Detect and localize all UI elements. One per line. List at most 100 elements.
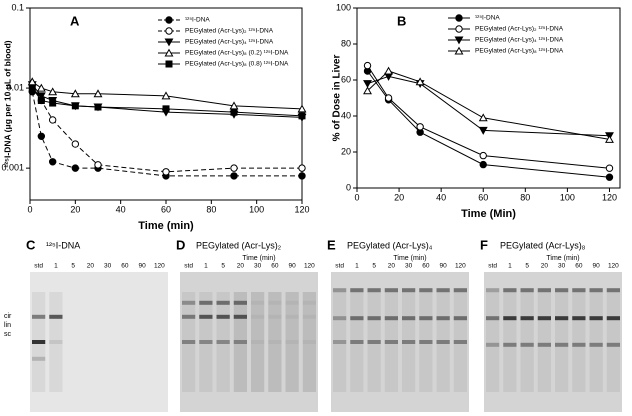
lane-label: 30 [558, 263, 566, 270]
gel-band [436, 288, 450, 293]
gel-band [333, 340, 347, 344]
gel-band [572, 342, 586, 347]
lane-label: 30 [104, 263, 112, 270]
lane-label: 5 [372, 263, 376, 270]
series-line [367, 70, 610, 178]
lane-label: 60 [422, 263, 430, 270]
legend-label: PEGylated (Acr-Lys)₈ ¹²⁵I-DNA [475, 48, 564, 55]
gel-band [384, 316, 398, 321]
series-line [31, 91, 302, 177]
gel-band [537, 342, 551, 347]
lane-label: 90 [593, 263, 601, 270]
gel-band [606, 316, 620, 321]
gel-band [419, 340, 433, 344]
marker [48, 116, 57, 124]
gel-band [589, 288, 603, 293]
marker [384, 66, 394, 75]
gel-smear [555, 292, 569, 392]
gel-band [436, 340, 450, 344]
gel-band [436, 316, 450, 321]
gel-band [216, 314, 230, 319]
legend-marker [165, 60, 173, 68]
gel-band [182, 300, 196, 305]
legend-marker [165, 16, 173, 24]
lane-label: std [184, 263, 193, 270]
legend-marker [165, 27, 173, 35]
gel-band [32, 314, 46, 319]
lane-label: 30 [405, 263, 413, 270]
time-label: Time (min) [546, 255, 579, 262]
lane-label: 90 [289, 263, 297, 270]
x-tick-label: 120 [294, 204, 309, 214]
gel-band [199, 314, 213, 319]
x-tick-label: 80 [520, 192, 530, 202]
panel-label: B [397, 13, 406, 28]
gel-marker-label: sc [4, 331, 12, 338]
gel-band [384, 288, 398, 293]
x-axis-title: Time (min) [138, 220, 194, 232]
gel-band [555, 316, 569, 321]
marker [478, 113, 488, 122]
gel-band [453, 340, 467, 344]
gel-band [367, 316, 381, 321]
gel-band [503, 288, 517, 293]
gel-band [333, 316, 347, 321]
marker [298, 112, 306, 120]
gel-band [251, 314, 265, 319]
gel-band [419, 288, 433, 293]
x-tick-label: 20 [70, 204, 80, 214]
marker [415, 77, 425, 86]
marker [605, 164, 614, 172]
gel-band [520, 316, 534, 321]
lane-label: 20 [541, 263, 549, 270]
lane-label: 5 [525, 263, 529, 270]
gel-smear [333, 292, 347, 392]
gel-title: ¹²⁵I-DNA [46, 240, 80, 250]
legend-marker [455, 25, 463, 33]
legend-label: ¹²⁵I-DNA [185, 17, 210, 24]
gel-band [233, 300, 247, 305]
gel-band [199, 300, 213, 305]
gel-band [453, 316, 467, 321]
gel-band [268, 300, 282, 305]
marker [161, 91, 171, 100]
marker [37, 96, 45, 104]
gel-band [302, 314, 316, 319]
lane-label: 20 [237, 263, 245, 270]
marker [363, 80, 372, 89]
marker [94, 103, 102, 111]
marker [37, 132, 46, 140]
time-label: Time (min) [242, 255, 275, 262]
gel-band [402, 288, 416, 293]
gel-image [30, 272, 168, 412]
x-tick-label: 40 [436, 192, 446, 202]
x-tick-label: 80 [206, 204, 216, 214]
gel-band [453, 288, 467, 293]
time-label: Time (min) [393, 255, 426, 262]
gel-band [350, 316, 364, 321]
x-tick-label: 100 [560, 192, 575, 202]
gel-band [49, 340, 63, 344]
series-line [367, 70, 610, 140]
gel-band [402, 316, 416, 321]
marker [71, 102, 79, 110]
marker [363, 61, 372, 70]
gel-band [350, 340, 364, 344]
legend-label: PEGylated (Acr-Lys)₄ ¹²⁵I-DNA [185, 39, 274, 46]
marker [478, 126, 488, 135]
lane-label: 1 [204, 263, 208, 270]
gel-smear [182, 292, 196, 392]
y-tick-label: 0 [346, 182, 351, 192]
gel-smear [572, 292, 586, 392]
gel-band [302, 340, 316, 344]
legend-label: PEGylated (Acr-Lys)₂ ¹²⁵I-DNA [475, 26, 564, 33]
gel-band [285, 314, 299, 319]
x-tick-label: 60 [478, 192, 488, 202]
marker [297, 104, 307, 113]
legend-marker [164, 38, 174, 47]
marker [230, 164, 238, 172]
lane-label: 20 [388, 263, 396, 270]
gel-band [233, 340, 247, 344]
gel-band [333, 288, 347, 293]
